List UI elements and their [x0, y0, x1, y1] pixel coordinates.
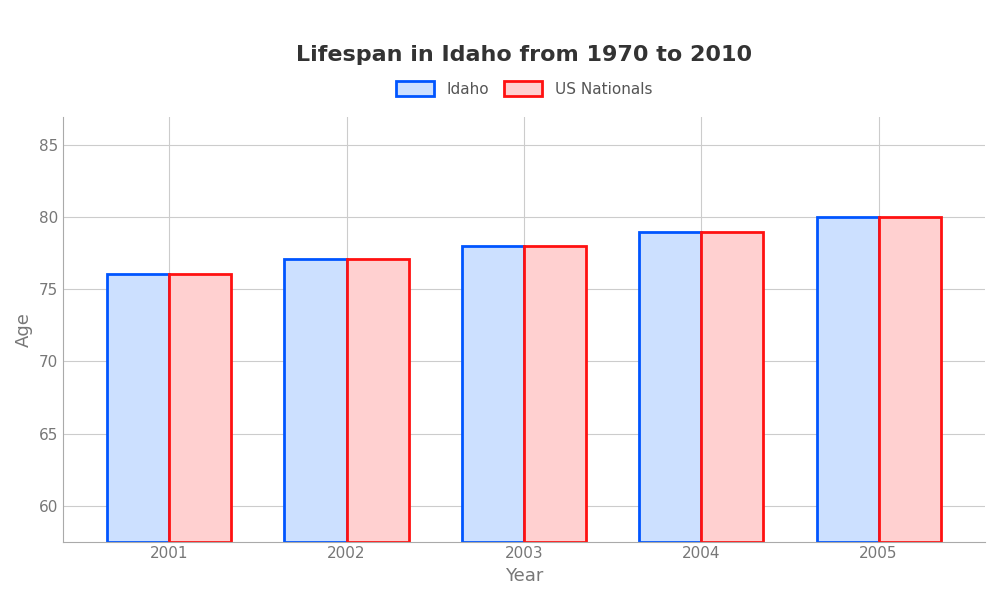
Bar [879, 217, 941, 542]
Bar [639, 232, 701, 542]
Bar [817, 217, 879, 542]
Bar [347, 259, 409, 542]
Bar [284, 259, 347, 542]
Bar [169, 274, 231, 542]
Bar [107, 274, 169, 542]
Bar [701, 232, 763, 542]
Title: Lifespan in Idaho from 1970 to 2010: Lifespan in Idaho from 1970 to 2010 [296, 45, 752, 65]
Bar [462, 246, 524, 542]
Y-axis label: Age: Age [15, 311, 33, 347]
X-axis label: Year: Year [505, 567, 543, 585]
Legend: Idaho, US Nationals: Idaho, US Nationals [388, 73, 660, 104]
Bar [524, 246, 586, 542]
